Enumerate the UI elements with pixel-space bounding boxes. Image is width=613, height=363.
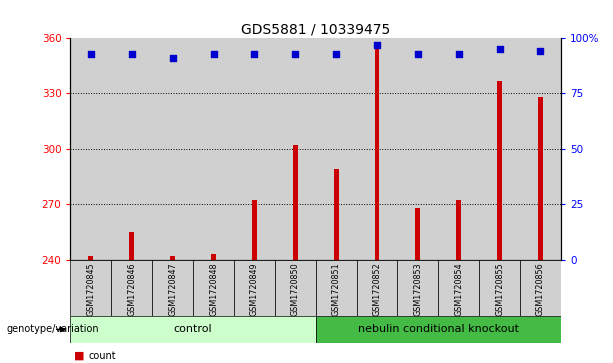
Bar	[479, 38, 520, 260]
Point	[331, 51, 341, 57]
Bar	[70, 38, 112, 260]
Bar	[316, 316, 561, 343]
Point	[291, 51, 300, 57]
Bar	[479, 260, 520, 316]
Point	[127, 51, 137, 57]
Text: GSM1720856: GSM1720856	[536, 262, 545, 316]
Bar	[416, 208, 421, 260]
Bar	[70, 316, 316, 343]
Bar	[234, 38, 275, 260]
Bar	[333, 169, 338, 260]
Bar	[397, 260, 438, 316]
Bar	[193, 260, 234, 316]
Bar	[293, 145, 298, 260]
Text: GSM1720853: GSM1720853	[413, 262, 422, 316]
Bar	[357, 260, 397, 316]
Text: GSM1720845: GSM1720845	[86, 262, 96, 316]
Point	[413, 51, 423, 57]
Bar	[520, 38, 561, 260]
Point	[249, 51, 259, 57]
Text: GSM1720847: GSM1720847	[168, 262, 177, 316]
Bar	[88, 256, 93, 260]
Bar	[497, 81, 502, 260]
Point	[208, 51, 218, 57]
Point	[536, 49, 546, 54]
Bar	[275, 38, 316, 260]
Bar	[193, 38, 234, 260]
Text: GSM1720850: GSM1720850	[291, 262, 300, 316]
Bar	[316, 260, 357, 316]
Bar	[252, 200, 257, 260]
Text: control: control	[173, 325, 213, 334]
Text: GSM1720848: GSM1720848	[209, 262, 218, 316]
Point	[454, 51, 463, 57]
Bar	[129, 232, 134, 260]
Bar	[152, 260, 193, 316]
Bar	[520, 260, 561, 316]
Bar	[70, 260, 112, 316]
Bar	[538, 97, 543, 260]
Text: GSM1720849: GSM1720849	[250, 262, 259, 316]
Text: nebulin conditional knockout: nebulin conditional knockout	[358, 325, 519, 334]
Bar	[234, 260, 275, 316]
Text: GSM1720846: GSM1720846	[128, 262, 136, 316]
Bar	[375, 44, 379, 260]
Bar	[112, 38, 152, 260]
Text: genotype/variation: genotype/variation	[6, 325, 99, 334]
Text: GSM1720851: GSM1720851	[332, 262, 341, 316]
Point	[372, 42, 382, 48]
Bar	[357, 38, 397, 260]
Bar	[438, 38, 479, 260]
Text: GSM1720855: GSM1720855	[495, 262, 504, 316]
Bar	[275, 260, 316, 316]
Text: count: count	[89, 351, 116, 361]
Bar	[170, 256, 175, 260]
Point	[168, 55, 178, 61]
Bar	[316, 38, 357, 260]
Bar	[152, 38, 193, 260]
Point	[495, 46, 504, 52]
Point	[86, 51, 96, 57]
Title: GDS5881 / 10339475: GDS5881 / 10339475	[241, 23, 390, 37]
Text: ■: ■	[74, 351, 84, 361]
Text: GSM1720854: GSM1720854	[454, 262, 463, 316]
Bar	[438, 260, 479, 316]
Bar	[456, 200, 461, 260]
Bar	[211, 254, 216, 260]
Bar	[112, 260, 152, 316]
Text: GSM1720852: GSM1720852	[373, 262, 381, 316]
Bar	[397, 38, 438, 260]
